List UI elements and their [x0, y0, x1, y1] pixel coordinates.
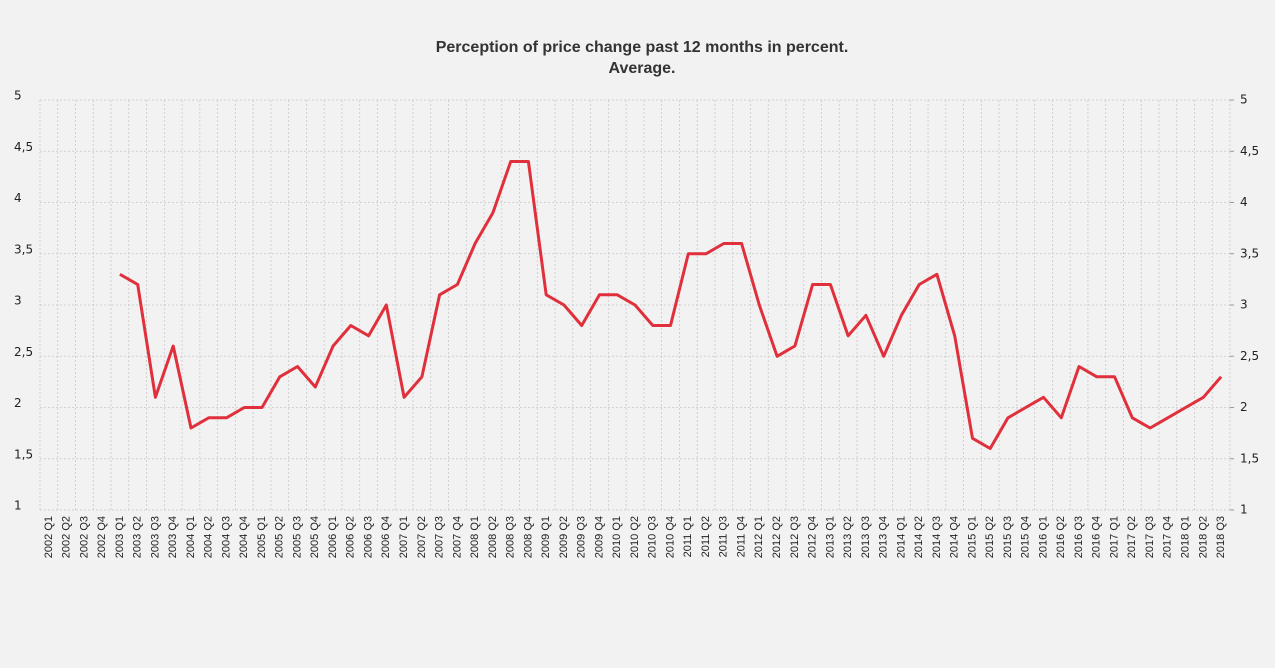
y2-tick-label: 4 [1240, 195, 1248, 209]
x-tick-label: 2005 Q1 [256, 516, 268, 558]
y-tick-label: 2,5 [14, 345, 33, 359]
x-tick-label: 2004 Q1 [185, 516, 197, 558]
x-tick-label: 2012 Q3 [789, 516, 801, 558]
x-tick-label: 2003 Q4 [167, 516, 179, 558]
y-tick-label: 3 [14, 294, 22, 308]
x-tick-label: 2012 Q2 [771, 516, 783, 558]
x-tick-label: 2011 Q1 [682, 516, 694, 557]
x-tick-label: 2009 Q4 [593, 516, 605, 558]
x-tick-label: 2016 Q1 [1037, 516, 1049, 558]
x-tick-label: 2017 Q3 [1144, 516, 1156, 558]
x-tick-label: 2011 Q3 [718, 516, 730, 557]
x-tick-label: 2013 Q2 [842, 516, 854, 558]
x-tick-label: 2005 Q3 [291, 516, 303, 558]
x-tick-label: 2015 Q3 [1002, 516, 1014, 558]
x-tick-label: 2007 Q2 [416, 516, 428, 558]
x-tick-label: 2012 Q4 [807, 516, 819, 558]
x-tick-label: 2016 Q2 [1055, 516, 1067, 558]
y-tick-label: 1 [14, 499, 22, 513]
y-tick-label: 2 [14, 396, 22, 410]
x-tick-label: 2006 Q4 [380, 516, 392, 558]
x-tick-label: 2015 Q4 [1020, 516, 1032, 558]
x-tick-label: 2006 Q2 [345, 516, 357, 558]
x-tick-label: 2012 Q1 [753, 516, 765, 558]
x-tick-label: 2018 Q2 [1197, 516, 1209, 558]
x-tick-label: 2017 Q2 [1126, 516, 1138, 558]
chart-title: Average. [609, 60, 676, 77]
chart-title: Perception of price change past 12 month… [436, 39, 849, 56]
x-tick-label: 2017 Q1 [1108, 516, 1120, 558]
x-tick-label: 2002 Q2 [61, 516, 73, 558]
y2-tick-label: 1,5 [1240, 451, 1259, 465]
y-tick-label: 4 [14, 191, 22, 205]
data-line [119, 160, 1223, 450]
x-tick-label: 2011 Q2 [700, 516, 712, 557]
x-tick-label: 2013 Q3 [860, 516, 872, 558]
y-tick-label: 3,5 [14, 242, 33, 256]
x-tick-label: 2003 Q2 [132, 516, 144, 558]
x-tick-label: 2016 Q4 [1091, 516, 1103, 558]
x-tick-label: 2005 Q2 [274, 516, 286, 558]
x-tick-label: 2013 Q1 [824, 516, 836, 558]
x-tick-label: 2007 Q1 [398, 516, 410, 558]
x-tick-label: 2015 Q1 [966, 516, 978, 558]
x-tick-label: 2010 Q4 [664, 516, 676, 558]
y-tick-label: 5 [14, 89, 22, 103]
x-tick-label: 2008 Q3 [505, 516, 517, 558]
x-tick-label: 2002 Q4 [96, 516, 108, 558]
x-tick-label: 2013 Q4 [878, 516, 890, 558]
x-tick-label: 2008 Q2 [487, 516, 499, 558]
y-tick-label: 1,5 [14, 447, 33, 461]
x-tick-label: 2010 Q3 [647, 516, 659, 558]
x-tick-label: 2008 Q1 [469, 516, 481, 558]
x-tick-label: 2010 Q1 [611, 516, 623, 558]
y2-tick-label: 2 [1240, 400, 1248, 414]
x-tick-label: 2010 Q2 [629, 516, 641, 558]
x-tick-label: 2007 Q4 [451, 516, 463, 558]
y-tick-label: 4,5 [14, 140, 33, 154]
x-tick-label: 2006 Q1 [327, 516, 339, 558]
y2-tick-label: 4,5 [1240, 144, 1259, 158]
y2-tick-label: 3 [1240, 298, 1248, 312]
x-tick-label: 2004 Q3 [220, 516, 232, 558]
y2-tick-label: 1 [1240, 503, 1248, 517]
x-tick-label: 2009 Q1 [540, 516, 552, 558]
x-tick-label: 2003 Q3 [149, 516, 161, 558]
x-tick-label: 2015 Q2 [984, 516, 996, 558]
x-tick-label: 2011 Q4 [735, 516, 747, 557]
x-tick-label: 2003 Q1 [114, 516, 126, 558]
x-tick-label: 2017 Q4 [1162, 516, 1174, 558]
x-tick-label: 2005 Q4 [309, 516, 321, 558]
x-tick-label: 2014 Q4 [949, 516, 961, 558]
x-tick-label: 2007 Q3 [434, 516, 446, 558]
x-tick-label: 2008 Q4 [522, 516, 534, 558]
x-tick-label: 2018 Q3 [1215, 516, 1227, 558]
x-tick-label: 2009 Q3 [576, 516, 588, 558]
x-tick-label: 2004 Q2 [203, 516, 215, 558]
x-tick-label: 2014 Q3 [931, 516, 943, 558]
x-tick-label: 2002 Q1 [43, 516, 55, 558]
y2-tick-label: 2,5 [1240, 349, 1259, 363]
x-tick-label: 2016 Q3 [1073, 516, 1085, 558]
y2-tick-label: 3,5 [1240, 246, 1259, 260]
y2-tick-label: 5 [1240, 93, 1248, 107]
x-tick-label: 2018 Q1 [1180, 516, 1192, 558]
x-tick-label: 2002 Q3 [78, 516, 90, 558]
x-tick-label: 2006 Q3 [362, 516, 374, 558]
x-tick-label: 2014 Q2 [913, 516, 925, 558]
x-tick-label: 2004 Q4 [238, 516, 250, 558]
x-tick-label: 2009 Q2 [558, 516, 570, 558]
x-tick-label: 2014 Q1 [895, 516, 907, 558]
